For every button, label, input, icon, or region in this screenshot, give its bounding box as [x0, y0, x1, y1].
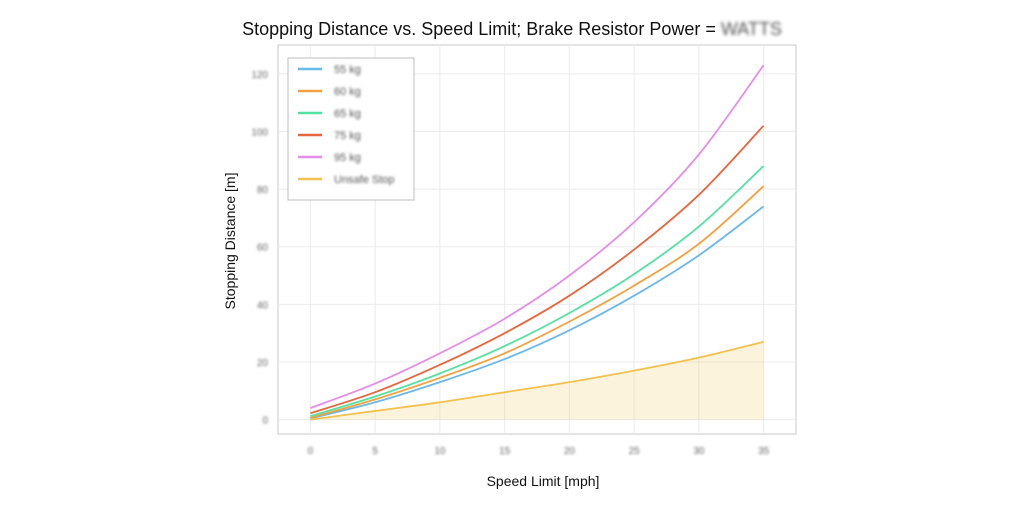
x-tick-label: 35 — [758, 446, 770, 457]
legend-entry: 55 kg — [334, 64, 361, 76]
x-tick-label: 10 — [434, 446, 446, 457]
legend-entry: Unsafe Stop — [334, 174, 395, 186]
y-tick-label: 60 — [257, 243, 269, 254]
series-fill-5 — [310, 341, 764, 420]
x-tick-label: 5 — [372, 446, 378, 457]
series-line-3 — [310, 125, 765, 415]
ticks: 0 5 10 15 20 25 30 35 0 20 40 60 80 100 120 — [251, 70, 769, 457]
chart-title-value: WATTS — [720, 19, 782, 39]
y-tick-label: 20 — [257, 358, 269, 369]
x-tick-label: 30 — [693, 446, 705, 457]
legend: 55 kg 60 kg 65 kg 75 kg 95 kg Unsafe Stop — [287, 57, 415, 201]
series-line-1 — [310, 185, 765, 419]
series-line-5 — [310, 340, 764, 421]
legend-entry: 60 kg — [334, 86, 361, 98]
x-axis-label: Speed Limit [mph] — [486, 473, 600, 489]
y-tick-label: 40 — [257, 300, 269, 311]
series-line-0 — [310, 205, 765, 420]
series-line-4 — [310, 64, 765, 409]
series-line-2 — [310, 165, 765, 417]
y-tick-label: 0 — [262, 416, 268, 427]
y-tick-label: 80 — [257, 185, 269, 196]
y-tick-label: 120 — [251, 70, 268, 81]
x-tick-label: 20 — [564, 446, 576, 457]
y-axis-label: Stopping Distance [m] — [222, 172, 238, 310]
x-tick-label: 15 — [499, 446, 511, 457]
plot-frame — [277, 44, 797, 435]
y-tick-label: 100 — [251, 127, 268, 138]
x-tick-label: 25 — [629, 446, 641, 457]
x-tick-label: 0 — [308, 446, 314, 457]
legend-entry: 65 kg — [334, 108, 361, 120]
chart-title-prefix: Stopping Distance vs. Speed Limit; Brake… — [242, 19, 721, 39]
legend-entry: 95 kg — [334, 152, 361, 164]
series-group — [310, 64, 765, 421]
legend-box — [287, 57, 415, 201]
chart-title: Stopping Distance vs. Speed Limit; Brake… — [0, 19, 1024, 40]
legend-entry: 75 kg — [334, 130, 361, 142]
